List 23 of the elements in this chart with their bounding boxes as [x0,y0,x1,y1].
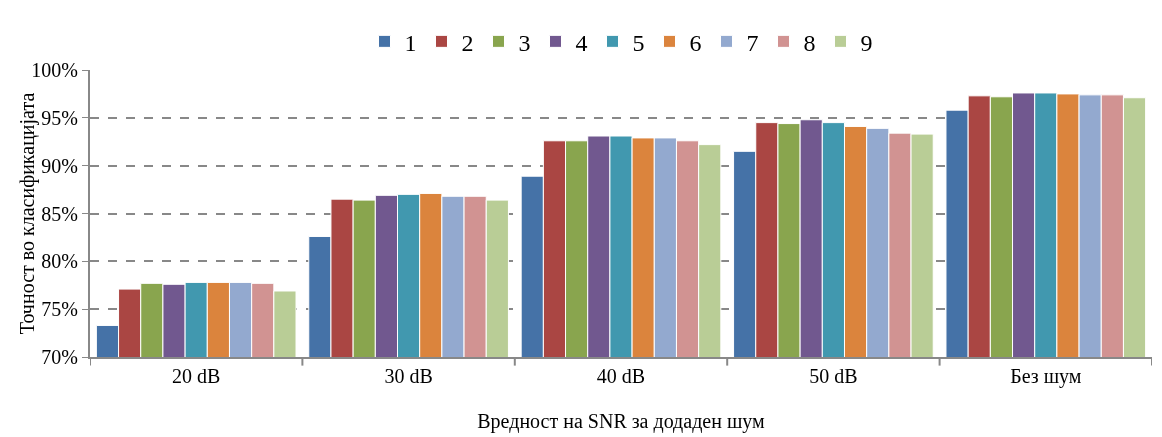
legend-label: 4 [575,29,588,56]
legend-label: 9 [860,29,873,56]
legend-label: 3 [518,29,531,56]
x-tick-label: 50 dB [809,365,858,387]
legend-label: 5 [632,29,645,56]
y-tick-label: 70% [41,346,78,368]
x-axis-title: Вредност на SNR за додаден шум [477,410,766,433]
x-tick-label: Без шум [1010,365,1082,388]
y-axis-title: Точност во класификацијата [16,92,40,335]
y-tick-label: 75% [41,298,78,321]
x-tick-label: 40 dB [596,365,646,387]
x-tick-label: 30 dB [384,365,433,387]
y-tick-label: 100% [31,59,78,81]
y-tick-label: 85% [41,202,78,225]
y-tick-label: 90% [41,154,78,177]
legend-label: 6 [689,29,702,56]
legend-label: 1 [404,29,417,56]
legend-label: 2 [461,29,474,56]
legend-label: 7 [746,29,759,56]
y-tick-label: 95% [41,106,78,129]
y-tick-label: 80% [41,250,78,273]
x-tick-label: 20 dB [172,365,221,387]
legend-label: 8 [803,29,816,56]
